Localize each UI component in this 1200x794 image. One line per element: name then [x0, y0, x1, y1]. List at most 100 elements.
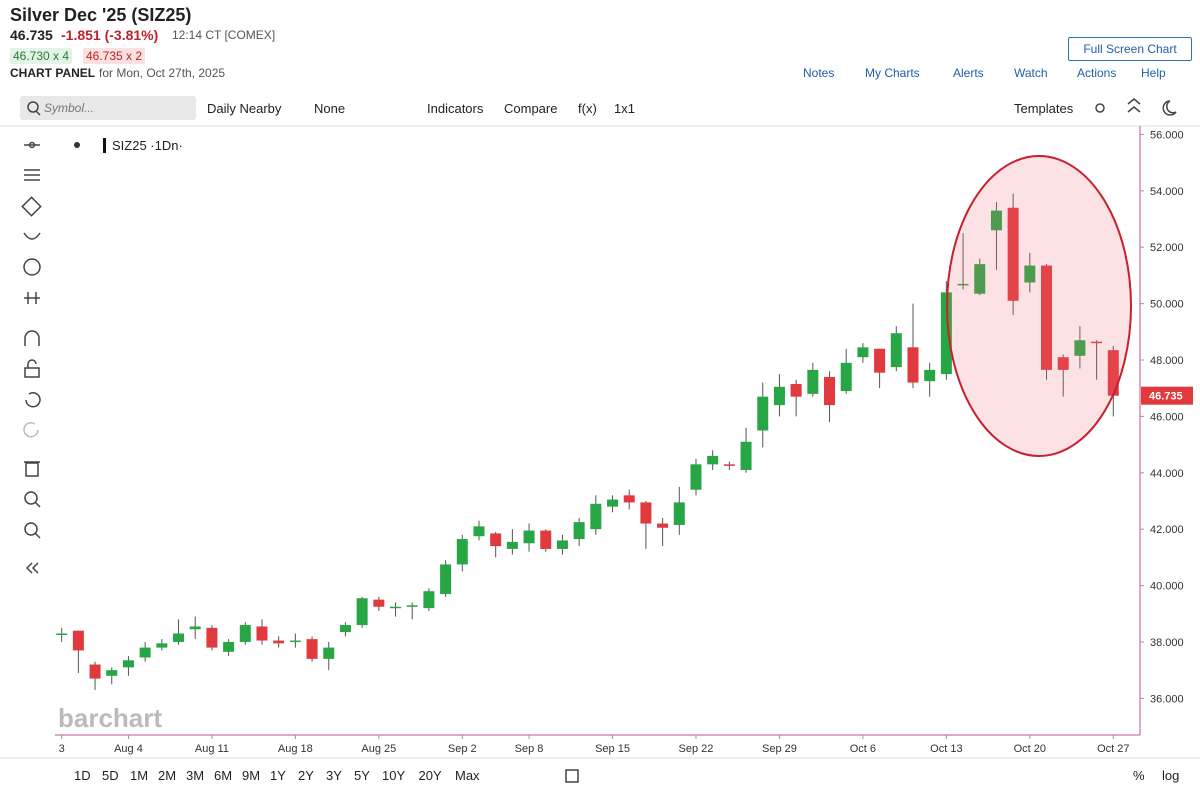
percent-toggle[interactable]: %: [1133, 768, 1145, 783]
period-button[interactable]: 5D: [102, 768, 119, 783]
candle-body: [657, 523, 669, 528]
x-tick-label: 3: [59, 743, 65, 755]
candle-body: [807, 369, 819, 394]
candle-body: [490, 533, 502, 547]
y-tick-label: 48.000: [1150, 355, 1184, 367]
header-link[interactable]: Actions: [1077, 66, 1117, 80]
candle-body: [122, 660, 134, 668]
candle-body: [740, 441, 752, 470]
highlight-ellipse: [946, 155, 1132, 457]
candle-body: [206, 627, 218, 648]
y-tick-label: 44.000: [1150, 468, 1184, 480]
period-button[interactable]: 3Y: [326, 768, 342, 783]
header-link[interactable]: Alerts: [953, 66, 984, 80]
candle-body: [373, 599, 385, 607]
x-tick-label: Oct 6: [850, 743, 876, 755]
candle-body: [56, 633, 68, 635]
panel-date: for Mon, Oct 27th, 2025: [99, 66, 226, 80]
period-button[interactable]: 1Y: [270, 768, 286, 783]
period-button[interactable]: Max: [455, 768, 480, 783]
candle-body: [690, 464, 702, 490]
x-tick-label: Sep 22: [679, 743, 714, 755]
candle-body: [1107, 350, 1119, 396]
header-link[interactable]: Watch: [1014, 66, 1048, 80]
candle-body: [990, 210, 1002, 231]
candle-body: [757, 396, 769, 431]
toolbar-icons: [27, 98, 1177, 783]
candle-body: [1041, 265, 1053, 370]
candle-body: [473, 526, 485, 537]
candle-body: [189, 626, 201, 630]
y-tick-label: 40.000: [1150, 581, 1184, 593]
symbol-search[interactable]: Symbol...: [20, 96, 196, 120]
period-button[interactable]: 1M: [130, 768, 149, 783]
candle-body: [874, 348, 886, 373]
candle-body: [456, 539, 468, 565]
toolbar-item[interactable]: f(x): [578, 101, 597, 116]
y-tick-label: 46.000: [1150, 411, 1184, 423]
candle-body: [106, 670, 118, 676]
candle-body: [440, 564, 452, 595]
candle-body: [506, 541, 518, 549]
candle-body: [540, 530, 552, 549]
candle-body: [790, 383, 802, 397]
log-toggle[interactable]: log: [1162, 768, 1180, 783]
header-link[interactable]: Notes: [803, 66, 835, 80]
period-button[interactable]: 20Y: [418, 768, 442, 783]
search-placeholder: Symbol...: [44, 101, 95, 115]
time: 12:14 CT [COMEX]: [172, 28, 276, 42]
candle-body: [323, 647, 335, 659]
y-tick-label: 54.000: [1150, 186, 1184, 198]
candle-body: [256, 626, 268, 641]
y-tick-label: 52.000: [1150, 242, 1184, 254]
toolbar-item[interactable]: 1x1: [614, 101, 635, 116]
candle-body: [139, 647, 151, 658]
period-button[interactable]: 3M: [186, 768, 205, 783]
watermark: barchart: [58, 703, 162, 733]
period-button[interactable]: 6M: [214, 768, 233, 783]
header-link[interactable]: Help: [1141, 66, 1166, 80]
period-button[interactable]: 2M: [158, 768, 177, 783]
candle-body: [556, 540, 568, 549]
candle-body: [356, 598, 368, 626]
candle-body: [940, 292, 952, 375]
period-button[interactable]: 9M: [242, 768, 261, 783]
header-link[interactable]: My Charts: [865, 66, 920, 80]
period-button[interactable]: 10Y: [382, 768, 406, 783]
candle-body: [89, 664, 101, 679]
period-button[interactable]: 5Y: [354, 768, 370, 783]
templates[interactable]: Templates: [1014, 101, 1074, 116]
candle-body: [223, 641, 235, 652]
candle-body: [890, 333, 902, 368]
candle-body: [640, 502, 652, 524]
x-tick-label: Aug 11: [195, 743, 229, 755]
candle-body: [523, 530, 535, 544]
toolbar-item[interactable]: Indicators: [427, 101, 484, 116]
x-tick-label: Oct 27: [1097, 743, 1129, 755]
y-tick-label: 42.000: [1150, 524, 1184, 536]
toolbar-item[interactable]: Daily Nearby: [207, 101, 282, 116]
candle-body: [974, 264, 986, 294]
x-tick-label: Aug 25: [361, 743, 396, 755]
period-button[interactable]: 2Y: [298, 768, 314, 783]
x-tick-label: Sep 2: [448, 743, 477, 755]
y-tick-label: 36.000: [1150, 693, 1184, 705]
candle-body: [1057, 357, 1069, 370]
full-screen-button[interactable]: Full Screen Chart: [1068, 37, 1192, 61]
x-tick-label: Sep 29: [762, 743, 797, 755]
candle-body: [773, 386, 785, 406]
candle-body: [339, 625, 351, 633]
ask: 46.735 x 2: [83, 48, 146, 64]
candle-body: [573, 522, 585, 540]
y-tick-label: 50.000: [1150, 299, 1184, 311]
toolbar-item[interactable]: None: [314, 101, 346, 116]
candle-body: [840, 362, 852, 392]
toolbar-item[interactable]: Compare: [504, 101, 558, 116]
candle-body: [72, 630, 84, 651]
sidebar-icons: [21, 141, 42, 574]
x-tick-label: Sep 15: [595, 743, 630, 755]
period-button[interactable]: 1D: [74, 768, 91, 783]
candle-body: [173, 633, 185, 642]
candle-body: [1091, 341, 1103, 344]
